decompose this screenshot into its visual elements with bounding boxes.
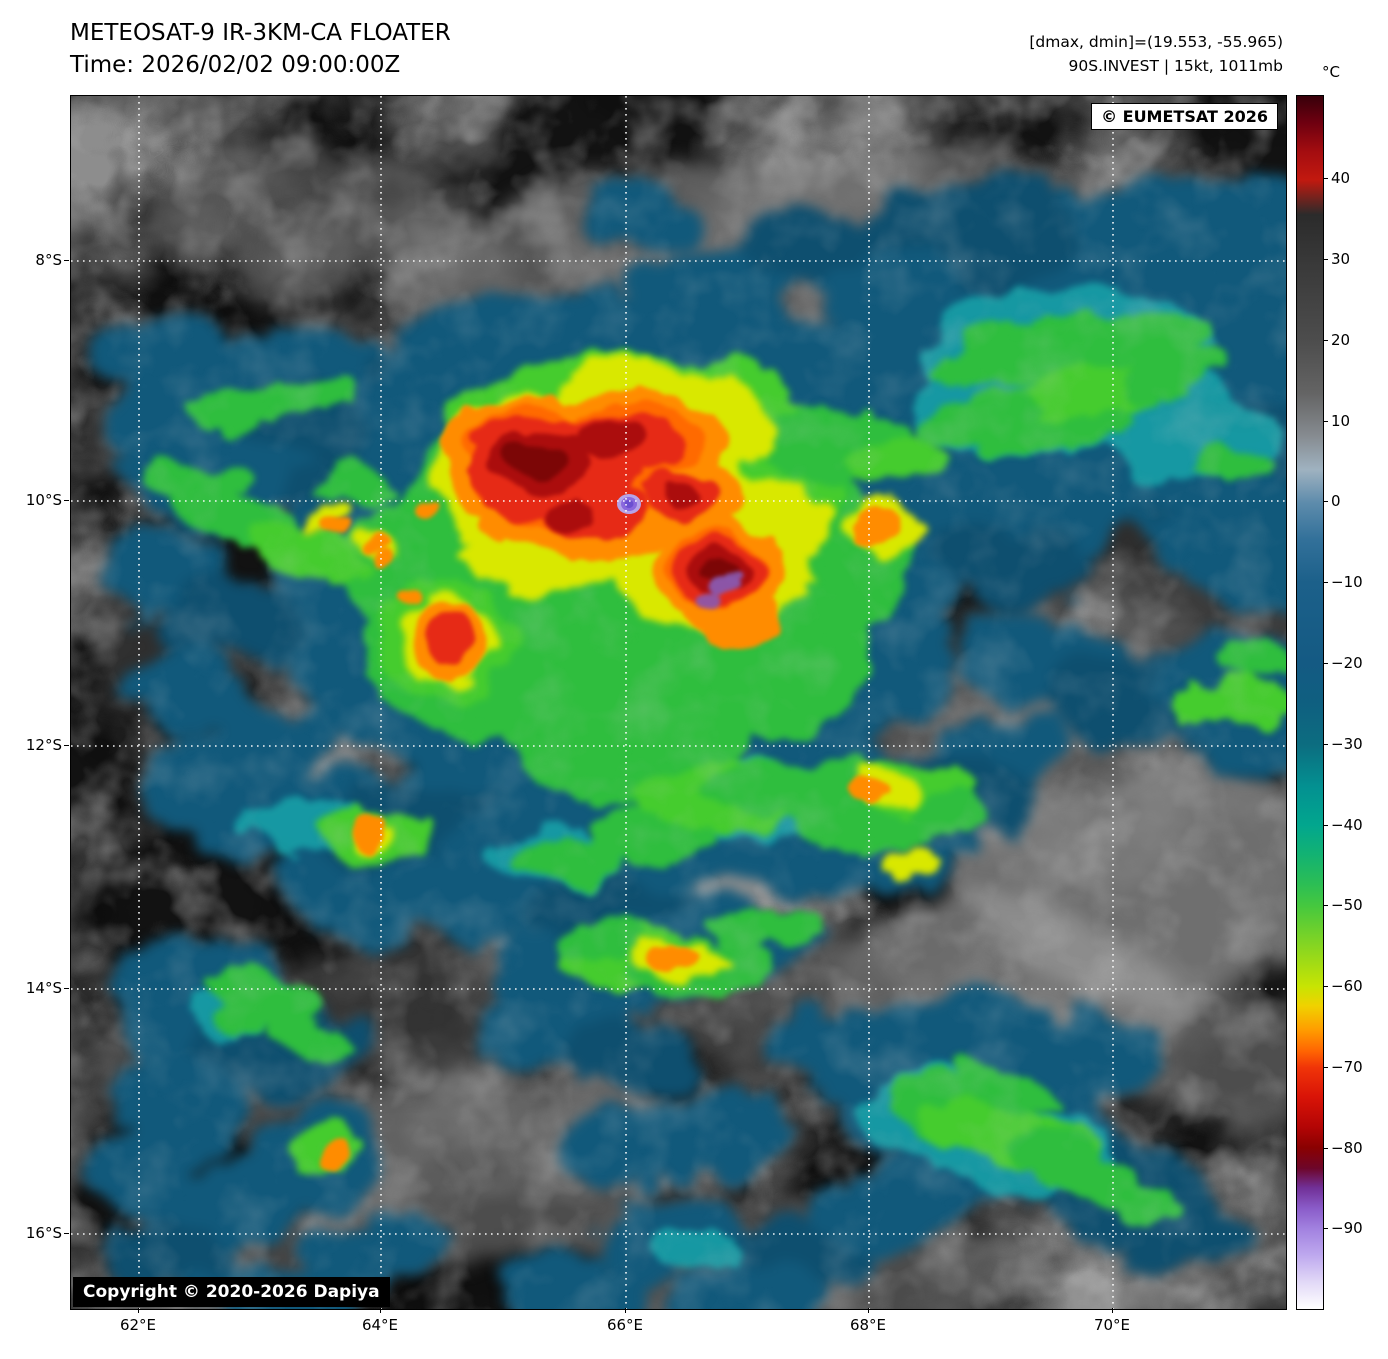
- colorbar-tick: [1323, 744, 1328, 746]
- colorbar-tick-label: 30: [1331, 250, 1351, 268]
- colorbar-tick: [1323, 259, 1328, 261]
- provider-credit-badge: © EUMETSAT 2026: [1091, 103, 1278, 130]
- colorbar: [1296, 95, 1324, 1310]
- lon-label-68e: 68°E: [849, 1316, 887, 1334]
- colorbar-tick-label: −20: [1331, 654, 1363, 672]
- colorbar-tick-label: −70: [1331, 1058, 1363, 1076]
- lat-tick: [64, 1233, 69, 1235]
- lon-label-64e: 64°E: [361, 1316, 399, 1334]
- colorbar-tick: [1323, 1228, 1328, 1230]
- colorbar-tick-label: 40: [1331, 169, 1351, 187]
- lat-label-14s: 14°S: [25, 979, 62, 997]
- lat-label-8s: 8°S: [35, 251, 62, 269]
- colorbar-tick-label: 0: [1331, 492, 1341, 510]
- colorbar-tick: [1323, 340, 1328, 342]
- figure-time: Time: 2026/02/02 09:00:00Z: [70, 52, 401, 78]
- satellite-map: © EUMETSAT 2026 Copyright © 2020-2026 Da…: [70, 95, 1287, 1310]
- satellite-imagery: [71, 96, 1286, 1309]
- colorbar-tick-label: −50: [1331, 896, 1363, 914]
- colorbar-tick-label: −10: [1331, 573, 1363, 591]
- storm-readout: 90S.INVEST | 15kt, 1011mb: [1068, 57, 1283, 75]
- lon-label-62e: 62°E: [119, 1316, 157, 1334]
- lat-tick: [64, 260, 69, 262]
- lat-label-10s: 10°S: [25, 491, 62, 509]
- colorbar-tick: [1323, 501, 1328, 503]
- colorbar-tick-label: 20: [1331, 331, 1351, 349]
- dmax-dmin-readout: [dmax, dmin]=(19.553, -55.965): [1029, 33, 1283, 51]
- lat-label-16s: 16°S: [25, 1224, 62, 1242]
- coldest-top-marker: [617, 494, 641, 514]
- lat-tick: [64, 988, 69, 990]
- colorbar-tick-label: −60: [1331, 977, 1363, 995]
- colorbar-tick-label: −30: [1331, 735, 1363, 753]
- colorbar-tick: [1323, 1148, 1328, 1150]
- colorbar-tick: [1323, 825, 1328, 827]
- lon-tick: [138, 1308, 140, 1313]
- lat-tick: [64, 745, 69, 747]
- colorbar-tick: [1323, 663, 1328, 665]
- colorbar-tick: [1323, 986, 1328, 988]
- colorbar-tick-label: −40: [1331, 816, 1363, 834]
- colorbar-unit-label: °C: [1322, 63, 1340, 81]
- colorbar-tick: [1323, 582, 1328, 584]
- grid-lines: [71, 96, 1286, 1309]
- copyright-badge: Copyright © 2020-2026 Dapiya: [73, 1277, 390, 1307]
- lon-label-70e: 70°E: [1093, 1316, 1131, 1334]
- colorbar-tick: [1323, 178, 1328, 180]
- colorbar-tick: [1323, 421, 1328, 423]
- lon-tick: [380, 1308, 382, 1313]
- figure-title: METEOSAT-9 IR-3KM-CA FLOATER: [70, 20, 451, 46]
- colorbar-tick: [1323, 1067, 1328, 1069]
- colorbar-gradient: [1297, 96, 1323, 1309]
- lon-tick: [868, 1308, 870, 1313]
- lon-label-66e: 66°E: [606, 1316, 644, 1334]
- ir-layer-red: [429, 411, 763, 666]
- colorbar-tick-label: −80: [1331, 1139, 1363, 1157]
- colorbar-tick: [1323, 905, 1328, 907]
- lon-tick: [1112, 1308, 1114, 1313]
- colorbar-tick-label: −90: [1331, 1219, 1363, 1237]
- lon-tick: [625, 1308, 627, 1313]
- lat-label-12s: 12°S: [25, 736, 62, 754]
- colorbar-tick-label: 10: [1331, 412, 1351, 430]
- lat-tick: [64, 500, 69, 502]
